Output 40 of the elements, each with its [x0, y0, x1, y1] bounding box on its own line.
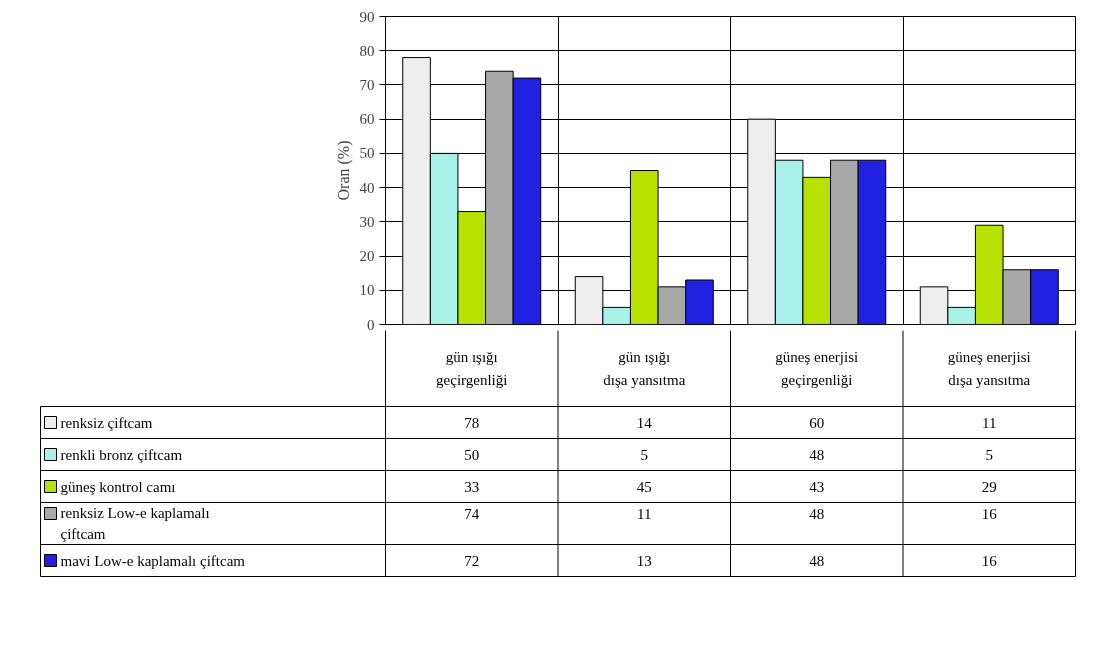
data-label: 74 — [464, 505, 480, 522]
data-label: 11 — [637, 505, 652, 522]
data-label: 78 — [464, 414, 480, 431]
y-tick-label: 60 — [359, 111, 375, 128]
legend-label: güneş kontrol camı — [60, 478, 176, 495]
y-tick-label: 80 — [359, 42, 375, 59]
data-label: 72 — [464, 552, 480, 569]
data-label: 16 — [981, 505, 998, 522]
y-tick-label: 10 — [359, 282, 375, 299]
y-tick-label: 90 — [359, 8, 375, 25]
legend-label: renksiz çiftcam — [60, 414, 153, 431]
data-label: 45 — [636, 478, 652, 495]
data-label: 48 — [809, 446, 825, 463]
data-label: 33 — [464, 478, 480, 495]
y-tick-label: 40 — [359, 179, 375, 196]
y-tick-label: 0 — [367, 316, 375, 333]
data-label: 5 — [985, 446, 993, 463]
x-tick-label: gün ışığı dışa yansıtma — [603, 349, 686, 388]
y-tick-label: 50 — [359, 145, 375, 162]
legend-label: renkli bronz çiftcam — [60, 446, 183, 463]
data-label: 13 — [636, 552, 652, 569]
y-tick-label: 30 — [359, 213, 375, 230]
y-axis-title: Oran (%) — [334, 140, 353, 201]
data-label: 60 — [809, 414, 825, 431]
data-label: 48 — [809, 552, 825, 569]
data-label: 50 — [464, 446, 480, 463]
x-tick-label: gün ışığı geçirgenliği — [436, 349, 508, 388]
data-label: 29 — [981, 478, 997, 495]
data-label: 14 — [636, 414, 653, 431]
data-label: 43 — [809, 478, 825, 495]
x-tick-label: güneş enerjisi dışa yansıtma — [947, 349, 1031, 388]
x-tick-label: güneş enerjisi geçirgenliği — [775, 349, 859, 388]
data-label: 48 — [809, 505, 825, 522]
y-tick-label: 70 — [359, 76, 375, 93]
legend-label: mavi Low-e kaplamalı çiftcam — [60, 552, 246, 569]
data-label: 11 — [982, 414, 997, 431]
y-tick-label: 20 — [359, 248, 375, 265]
legend-label: renksiz Low-e kaplamalı çiftcam — [60, 505, 210, 542]
data-label: 5 — [640, 446, 648, 463]
data-label: 16 — [981, 552, 998, 569]
